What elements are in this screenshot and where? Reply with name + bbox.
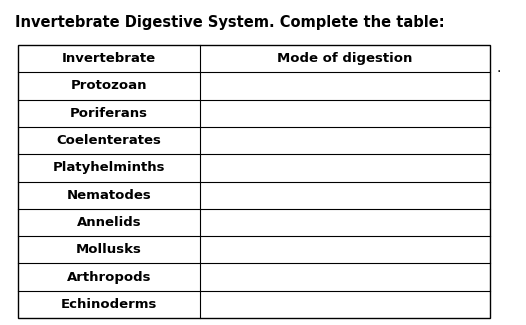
Text: Annelids: Annelids <box>77 216 141 229</box>
Text: Coelenterates: Coelenterates <box>57 134 161 147</box>
Text: Mollusks: Mollusks <box>76 243 142 256</box>
Text: Arthropods: Arthropods <box>67 270 151 283</box>
Text: Invertebrate: Invertebrate <box>62 52 156 65</box>
Text: Platyhelminths: Platyhelminths <box>53 161 165 174</box>
Text: Mode of digestion: Mode of digestion <box>277 52 413 65</box>
Text: Echinoderms: Echinoderms <box>61 298 157 311</box>
Text: Nematodes: Nematodes <box>67 188 151 202</box>
Text: Invertebrate Digestive System. Complete the table:: Invertebrate Digestive System. Complete … <box>15 15 444 30</box>
Text: Poriferans: Poriferans <box>70 107 148 120</box>
Bar <box>18 45 490 318</box>
Text: Protozoan: Protozoan <box>71 79 147 92</box>
Text: .: . <box>497 61 501 75</box>
